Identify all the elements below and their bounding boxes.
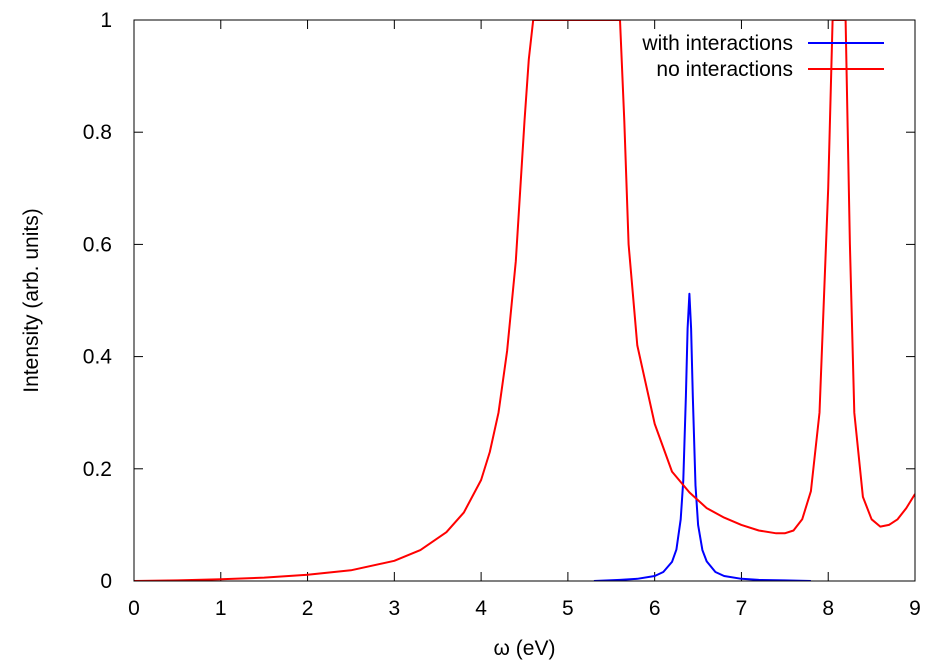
legend-label-1: no interactions	[656, 58, 793, 81]
x-tick-label: 6	[649, 597, 661, 620]
legend-label-0: with interactions	[641, 32, 793, 55]
x-tick-label: 5	[562, 597, 574, 620]
y-tick-label: 0.4	[83, 346, 113, 369]
series-layer	[134, 20, 915, 581]
x-axis-label: ω (eV)	[494, 637, 556, 660]
y-tick-label: 0	[100, 570, 112, 593]
y-tick-label: 0.2	[83, 458, 112, 481]
x-tick-label: 7	[736, 597, 748, 620]
x-tick-label: 8	[822, 597, 834, 620]
x-tick-label: 4	[475, 597, 487, 620]
x-tick-label: 9	[909, 597, 921, 620]
x-tick-label: 1	[215, 597, 227, 620]
y-tick-label: 0.8	[83, 121, 112, 144]
x-tick-label: 2	[302, 597, 314, 620]
series-line-1	[134, 20, 915, 581]
series-line-0	[593, 292, 811, 581]
y-tick-label: 1	[100, 9, 112, 32]
plot-frame	[133, 19, 916, 582]
x-tick-label: 0	[128, 597, 140, 620]
y-axis-label: Intensity (arb. units)	[20, 208, 43, 392]
x-tick-label: 3	[388, 597, 400, 620]
y-tick-labels: 0 0.2 0.4 0.6 0.8 1	[83, 9, 113, 593]
y-tick-label: 0.6	[83, 233, 112, 256]
axis-ticks	[133, 19, 916, 582]
x-tick-labels: 0 1 2 3 4 5 6 7 8 9	[128, 597, 921, 620]
legend: with interactions no interactions	[641, 32, 884, 81]
